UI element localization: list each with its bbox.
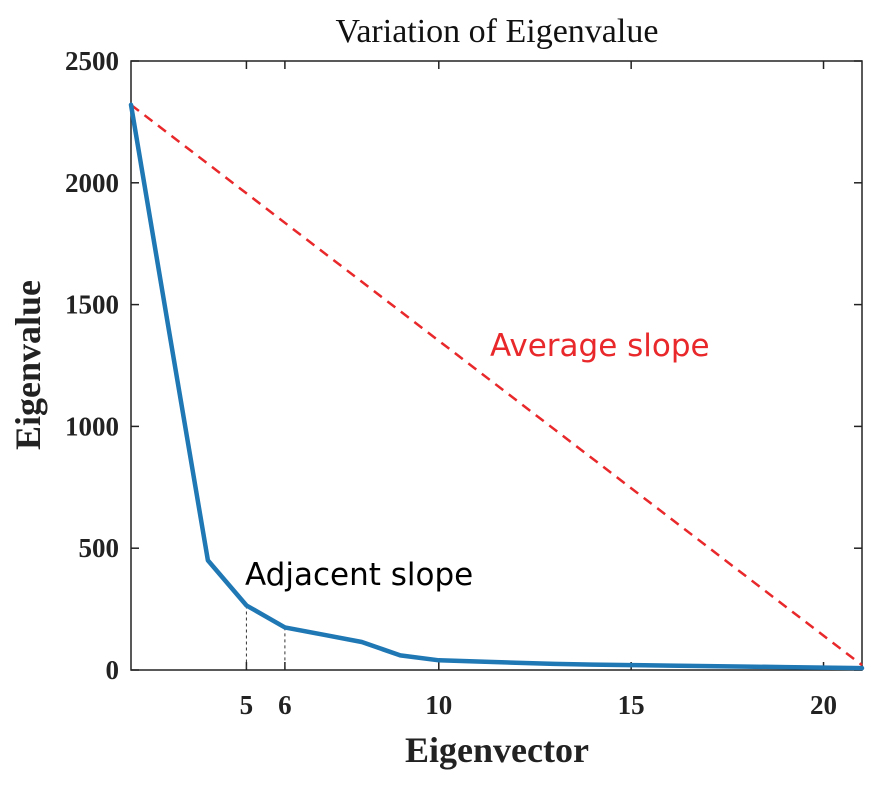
y-tick-label: 500 — [79, 533, 120, 563]
x-tick-label: 15 — [618, 690, 645, 720]
x-tick-label: 6 — [278, 690, 292, 720]
y-axis-label: Eigenvalue — [8, 280, 48, 450]
y-tick-label: 2500 — [65, 46, 119, 76]
ticks-layer: 0 500 1000 1500 2000 2500 5 6 10 15 20 — [65, 46, 862, 720]
eigenvalue-series-line — [128, 102, 865, 671]
series-layer — [128, 102, 865, 671]
adjacent-slope-annotation: Adjacent slope — [245, 557, 473, 593]
x-tick-label: 20 — [810, 690, 837, 720]
x-tick-label: 10 — [425, 690, 452, 720]
y-tick-label: 0 — [106, 655, 120, 685]
marker-layer — [245, 605, 286, 670]
y-tick-label: 2000 — [65, 168, 119, 198]
x-tick-label: 5 — [240, 690, 254, 720]
average-slope-annotation: Average slope — [490, 328, 710, 364]
x-axis-label: Eigenvector — [405, 730, 589, 770]
average-slope-line — [130, 103, 863, 667]
plot-area-frame — [130, 60, 863, 671]
y-tick-label: 1500 — [65, 290, 119, 320]
chart-title: Variation of Eigenvalue — [336, 13, 659, 50]
y-tick-label: 1000 — [65, 411, 119, 441]
